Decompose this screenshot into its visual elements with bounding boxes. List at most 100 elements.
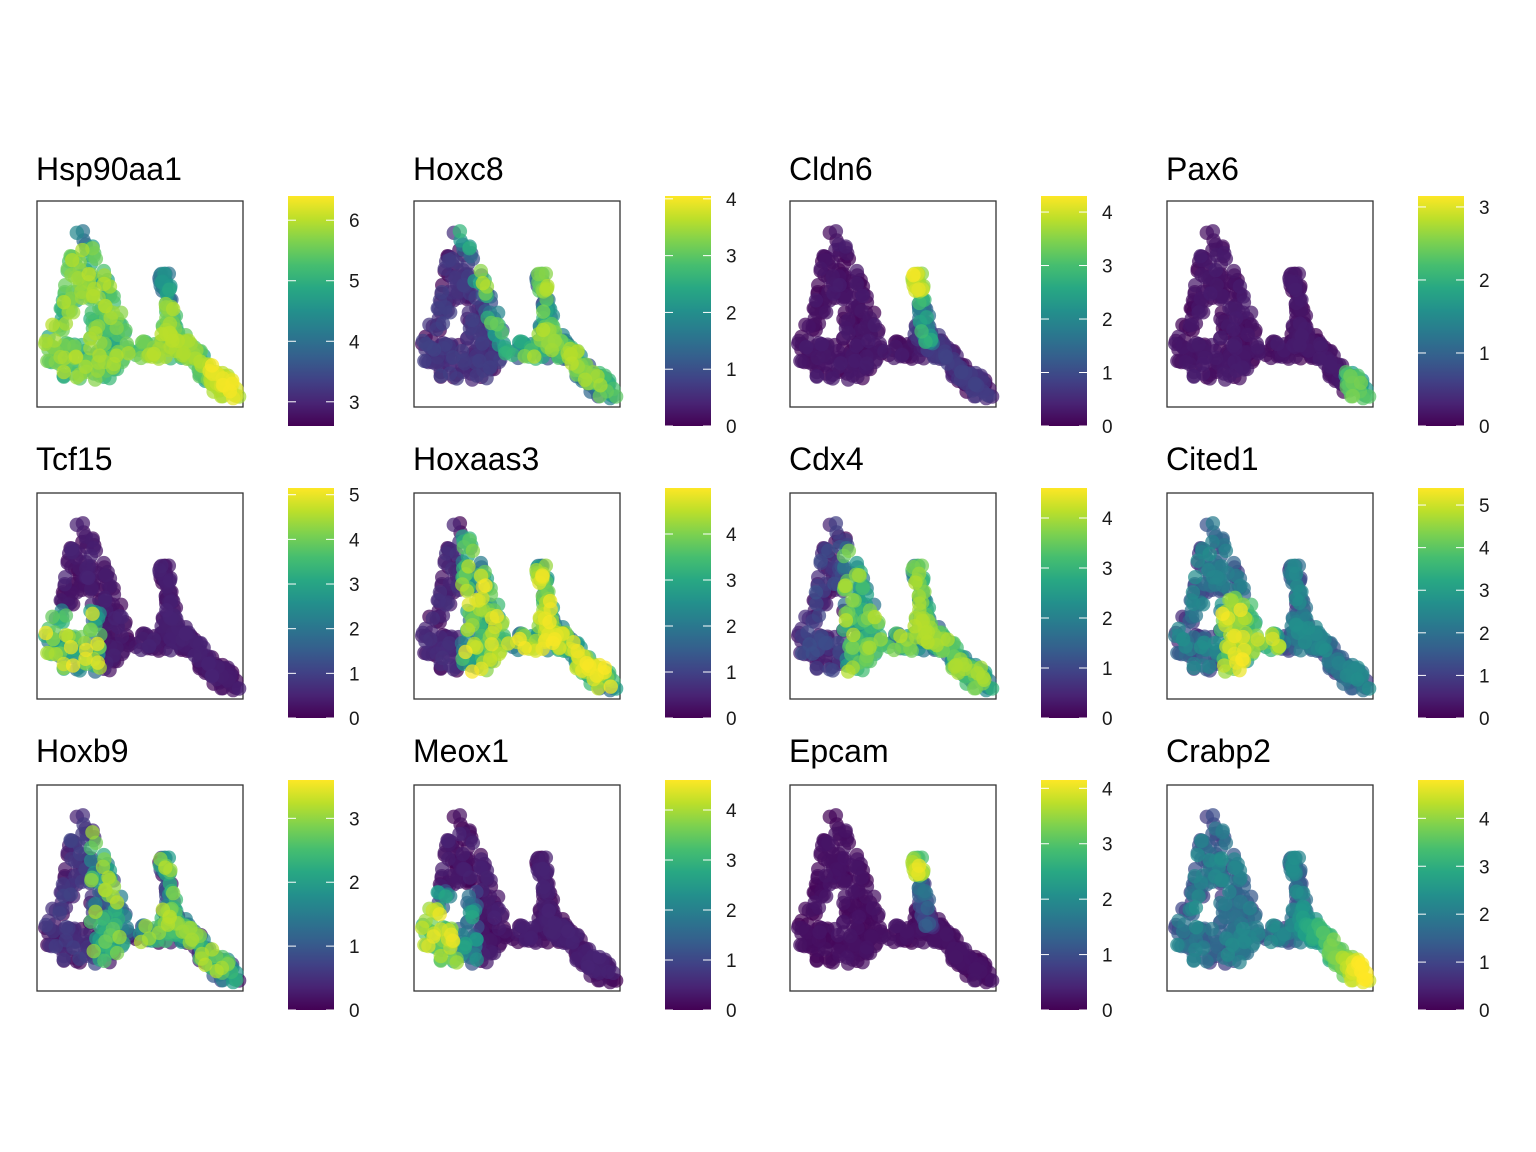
cell-point bbox=[442, 305, 458, 320]
cell-point bbox=[802, 637, 817, 652]
cell-point bbox=[912, 295, 927, 311]
plot-frame bbox=[413, 200, 621, 408]
cell-point bbox=[56, 952, 71, 968]
cell-point bbox=[98, 593, 113, 608]
cell-point bbox=[1270, 336, 1285, 352]
cell-point bbox=[69, 225, 85, 241]
cell-point bbox=[86, 943, 101, 959]
legend-tick-label: 3 bbox=[349, 393, 360, 414]
cell-point bbox=[841, 325, 856, 341]
cell-point bbox=[948, 658, 964, 673]
cell-point bbox=[798, 340, 814, 355]
scatter-points bbox=[1167, 224, 1377, 406]
legend-tick-label: 2 bbox=[349, 620, 360, 641]
cell-point bbox=[201, 656, 216, 672]
legend-tick-label: 3 bbox=[726, 571, 737, 592]
cell-point bbox=[825, 663, 840, 678]
cell-point bbox=[155, 902, 171, 917]
cell-point bbox=[85, 606, 100, 621]
cell-point bbox=[1313, 336, 1328, 352]
cell-point bbox=[435, 316, 451, 331]
cell-point bbox=[1288, 282, 1303, 298]
cell-point bbox=[112, 929, 127, 945]
cell-point bbox=[849, 263, 865, 279]
cell-point bbox=[473, 263, 489, 279]
cell-point bbox=[809, 369, 825, 384]
cell-point bbox=[461, 559, 476, 574]
cell-point bbox=[165, 333, 180, 348]
cell-point bbox=[593, 378, 608, 393]
cell-point bbox=[231, 681, 247, 696]
cell-point bbox=[849, 276, 865, 292]
cell-point bbox=[535, 322, 551, 338]
cell-point bbox=[505, 347, 521, 363]
cell-point bbox=[970, 666, 985, 681]
legend-tick-label: 4 bbox=[349, 332, 360, 353]
cell-point bbox=[92, 348, 107, 363]
cell-point bbox=[58, 919, 74, 935]
cell-point bbox=[63, 832, 78, 848]
cell-point bbox=[517, 640, 532, 656]
cell-point bbox=[841, 372, 856, 387]
cell-point bbox=[78, 359, 93, 374]
cell-point bbox=[457, 356, 472, 371]
cell-point bbox=[198, 957, 213, 972]
cell-point bbox=[204, 358, 220, 373]
cell-point bbox=[154, 327, 169, 342]
panel-title: Hoxc8 bbox=[413, 151, 504, 187]
legend-tick-label: 1 bbox=[349, 664, 360, 685]
cell-point bbox=[867, 317, 882, 333]
cell-point bbox=[484, 637, 499, 652]
panel-title: Cldn6 bbox=[789, 151, 873, 187]
color-legend-bar bbox=[1041, 488, 1087, 718]
cell-point bbox=[1236, 289, 1251, 304]
cell-point bbox=[1345, 388, 1361, 404]
legend-tick-label: 4 bbox=[1102, 203, 1113, 224]
color-legend-bar bbox=[288, 780, 334, 1010]
cell-point bbox=[96, 276, 112, 292]
cell-point bbox=[75, 242, 90, 258]
cell-point bbox=[48, 939, 63, 954]
cell-point bbox=[446, 517, 462, 533]
cell-point bbox=[1287, 558, 1302, 574]
cell-point bbox=[535, 568, 550, 583]
cell-point bbox=[109, 348, 124, 363]
cell-point bbox=[176, 346, 191, 361]
cell-point bbox=[58, 608, 74, 623]
legend-tick-label: 5 bbox=[349, 486, 360, 507]
legend-tick-label: 4 bbox=[1102, 509, 1113, 530]
legend-tick-label: 2 bbox=[349, 873, 360, 894]
cell-point bbox=[57, 350, 72, 366]
cell-point bbox=[1202, 659, 1217, 674]
legend-tick-label: 4 bbox=[1479, 539, 1490, 560]
panel-title: Meox1 bbox=[413, 733, 509, 769]
cell-point bbox=[72, 951, 87, 966]
cell-point bbox=[38, 333, 54, 349]
cell-point bbox=[513, 334, 528, 349]
cell-point bbox=[63, 541, 79, 557]
cell-point bbox=[65, 658, 81, 673]
color-legend-bar bbox=[1418, 488, 1464, 718]
cell-point bbox=[859, 356, 875, 371]
cell-point bbox=[1353, 375, 1369, 390]
cell-point bbox=[539, 282, 554, 297]
panel-title: Hsp90aa1 bbox=[36, 151, 182, 187]
cell-point bbox=[577, 372, 593, 387]
cell-point bbox=[38, 625, 54, 641]
legend-tick-label: 1 bbox=[1102, 659, 1113, 680]
cell-point bbox=[478, 578, 493, 593]
legend-tick-label: 3 bbox=[1102, 559, 1113, 580]
cell-point bbox=[138, 918, 153, 934]
legend-tick-label: 5 bbox=[349, 272, 360, 293]
cell-point bbox=[1292, 338, 1307, 353]
panel-title: Pax6 bbox=[1166, 151, 1239, 187]
cell-point bbox=[204, 942, 220, 957]
legend-tick-label: 0 bbox=[1479, 417, 1490, 438]
cell-point bbox=[159, 602, 174, 618]
scatter-points bbox=[37, 808, 247, 990]
cell-point bbox=[58, 570, 73, 585]
cell-point bbox=[1323, 359, 1338, 374]
cell-point bbox=[425, 611, 441, 626]
cell-point bbox=[442, 636, 457, 651]
